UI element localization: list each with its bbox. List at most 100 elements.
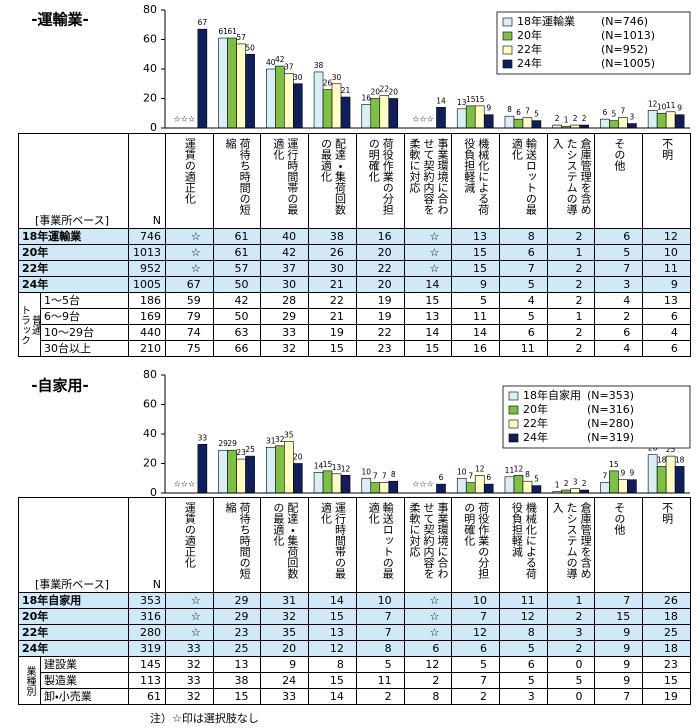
- bar: [293, 83, 303, 129]
- data-label: 25: [245, 445, 255, 454]
- table-cell: 10: [355, 592, 405, 609]
- table-cell: 20: [355, 276, 405, 293]
- row-n: 746: [128, 228, 166, 245]
- table-cell: 8: [308, 656, 357, 673]
- table-cell: 25: [212, 640, 261, 657]
- row-label: 22年: [17, 260, 129, 277]
- bar: [370, 482, 381, 494]
- data-label: 57: [236, 33, 246, 42]
- table-cell: 19: [642, 688, 691, 705]
- table-cell: 18: [642, 640, 691, 657]
- table-cell: 2: [546, 608, 595, 625]
- table-row: 業種別 建設業 145 32 13 9 8 5 12 5 6 0 9 23: [18, 656, 691, 705]
- legend-n: (N=1005): [601, 57, 655, 70]
- data-label: 9: [677, 104, 682, 113]
- data-label: 6: [516, 108, 521, 117]
- table-cell: 6: [594, 228, 643, 245]
- table-cell: 11: [451, 308, 500, 325]
- na-label: ☆☆☆: [412, 480, 434, 489]
- table-cell: 23: [355, 340, 405, 357]
- table-cell: 2: [546, 340, 595, 357]
- data-label: 26: [323, 79, 333, 88]
- bar: [322, 89, 333, 129]
- table-cell: 40: [260, 228, 309, 245]
- table-cell: 38: [308, 228, 357, 245]
- column-header-cell: 機械化による荷役負担軽減: [499, 497, 548, 593]
- data-label: 7: [621, 107, 626, 116]
- bar: [522, 117, 533, 129]
- table-row: 24年 1005 67 50 30 21 20 14 9 5 2 3 9: [17, 276, 691, 293]
- table-cell: 12: [642, 228, 691, 245]
- data-label: 20: [293, 453, 303, 462]
- bar: [218, 37, 228, 129]
- table-cell: 6: [451, 640, 500, 657]
- column-header: その他: [612, 502, 626, 535]
- y-tick-label: 40: [143, 427, 157, 440]
- data-label: 23: [236, 448, 246, 457]
- na-label: ☆☆☆: [412, 115, 434, 124]
- table-cell: 7: [594, 260, 643, 277]
- table-cell: 8: [499, 228, 548, 245]
- data-label: 2: [582, 479, 587, 488]
- table-cell: 33: [260, 688, 309, 705]
- y-tick-label: 0: [150, 486, 157, 499]
- y-tick-label: 80: [143, 368, 157, 381]
- data-label: 7: [468, 472, 473, 481]
- table-cell: 22: [355, 260, 405, 277]
- legend-n: (N=353): [587, 389, 634, 402]
- row-n: 61: [128, 688, 166, 705]
- table-cell: 14: [308, 688, 357, 705]
- table-cell: 20: [355, 244, 405, 261]
- table-cell: 50: [212, 276, 261, 293]
- table-cell: 9: [642, 276, 691, 293]
- table-cell: 29: [212, 608, 261, 625]
- bar: [284, 441, 294, 494]
- row-label: 22年: [17, 624, 129, 641]
- data-label: 1: [555, 481, 560, 490]
- legend-label: 22年: [517, 42, 542, 56]
- row-label: 18年運輸業: [17, 228, 129, 245]
- table-cell: 1: [546, 308, 595, 325]
- legend-swatch: [502, 17, 513, 27]
- column-header-cell: 倉庫管理を含めたシステムの導入: [546, 133, 595, 229]
- table-cell: 3: [594, 276, 643, 293]
- row-label: 30台以上: [39, 340, 129, 357]
- table-cell: 9: [594, 672, 643, 689]
- data-label: 29: [227, 439, 237, 448]
- row-label: 20年: [17, 608, 129, 625]
- table-cell: 15: [308, 608, 357, 625]
- column-header: 倉庫管理を含めたシステムの導入: [551, 502, 593, 579]
- table-cell: 75: [165, 340, 214, 357]
- table-row: 20年 1013 ☆ 61 42 26 20 ☆ 15 6 1 5 10: [17, 244, 691, 261]
- table-cell: 28: [260, 292, 309, 309]
- table-cell: 14: [451, 324, 500, 341]
- table-cell: 6: [642, 308, 691, 325]
- bar: [674, 466, 685, 494]
- table-cell: 19: [355, 292, 405, 309]
- bar: [197, 28, 208, 129]
- row-n: 186: [128, 292, 166, 309]
- table-cell: 15: [403, 292, 452, 309]
- bar: [531, 485, 542, 494]
- legend-swatch: [508, 391, 519, 401]
- data-label: 9: [621, 469, 626, 478]
- table-cell: 7: [499, 260, 548, 277]
- table-cell: 11: [355, 672, 405, 689]
- legend-label: 20年: [523, 402, 548, 416]
- row-n: 1013: [128, 244, 166, 261]
- legend-swatch: [508, 419, 519, 429]
- table-cell: 15: [594, 608, 643, 625]
- table-cell: 15: [403, 340, 452, 357]
- data-label: 20: [370, 88, 380, 97]
- bar: [331, 83, 342, 129]
- bar: [436, 483, 446, 494]
- data-label: 15: [323, 460, 333, 469]
- legend-n: (N=280): [587, 417, 634, 430]
- table-row: 普通 トラック 1～5台 186 59 42 28 22 19 15 5 4 2 4 13: [18, 292, 691, 357]
- table-cell: 12: [451, 624, 500, 641]
- table-cell: 30: [260, 276, 309, 293]
- table-cell: 13: [451, 228, 500, 245]
- table-cell: 29: [260, 308, 309, 325]
- table-cell: ☆: [165, 624, 214, 641]
